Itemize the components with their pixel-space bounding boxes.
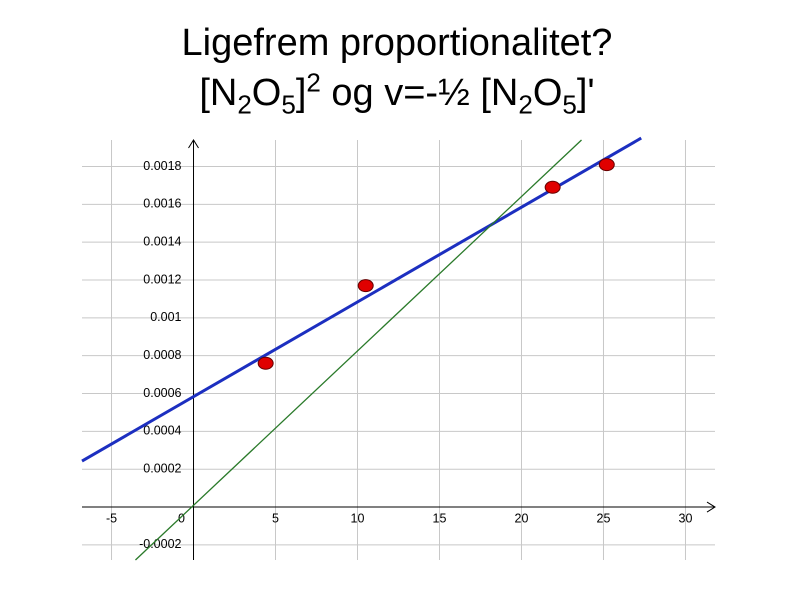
y-tick-label: 0.0012	[143, 272, 181, 286]
data-point	[357, 279, 374, 293]
y-tick-label: 0.0008	[143, 348, 181, 362]
title: Ligefrem proportionalitet? [N2O5]2 og v=…	[0, 18, 794, 118]
title-segment: 2	[518, 89, 533, 120]
y-tick-label: 0.0016	[143, 197, 181, 211]
x-tick-label: -5	[106, 511, 117, 525]
x-tick-label: 5	[272, 511, 279, 525]
y-tick-label: -0.0002	[139, 537, 181, 551]
trend-line	[135, 139, 582, 561]
x-tick-label: 0	[178, 511, 185, 525]
x-tick-label: 25	[597, 511, 611, 525]
title-segment: og v=-½ [N	[320, 72, 519, 114]
title-segment: O	[251, 72, 282, 114]
title-segment: ]	[295, 72, 307, 114]
data-point	[598, 158, 615, 172]
title-segment: [N	[199, 72, 238, 114]
y-tick-label: 0.001	[150, 310, 181, 324]
y-tick-label: 0.0006	[143, 386, 181, 400]
x-tick-label: 20	[515, 511, 529, 525]
y-tick-label: 0.0014	[143, 234, 181, 248]
title-segment: 2	[237, 89, 252, 120]
title-segment: 5	[562, 89, 577, 120]
y-tick-label: 0.0002	[143, 461, 181, 475]
x-axis-arrow	[706, 501, 716, 513]
data-point	[257, 356, 274, 370]
title-segment: 2	[306, 67, 321, 98]
y-tick-label: 0.0018	[143, 159, 181, 173]
title-segment: 5	[281, 89, 296, 120]
x-tick-label: 15	[433, 511, 447, 525]
title-segment: ]'	[576, 72, 595, 114]
y-tick-label: 0.0004	[143, 424, 181, 438]
y-axis-arrow	[188, 139, 199, 149]
title-segment: O	[532, 72, 563, 114]
x-tick-label: 30	[679, 511, 693, 525]
data-point	[544, 180, 561, 194]
title-line-2: [N2O5]2 og v=-½ [N2O5]'	[0, 68, 794, 118]
x-tick-label: 10	[351, 511, 365, 525]
title-line-1: Ligefrem proportionalitet?	[181, 22, 613, 64]
